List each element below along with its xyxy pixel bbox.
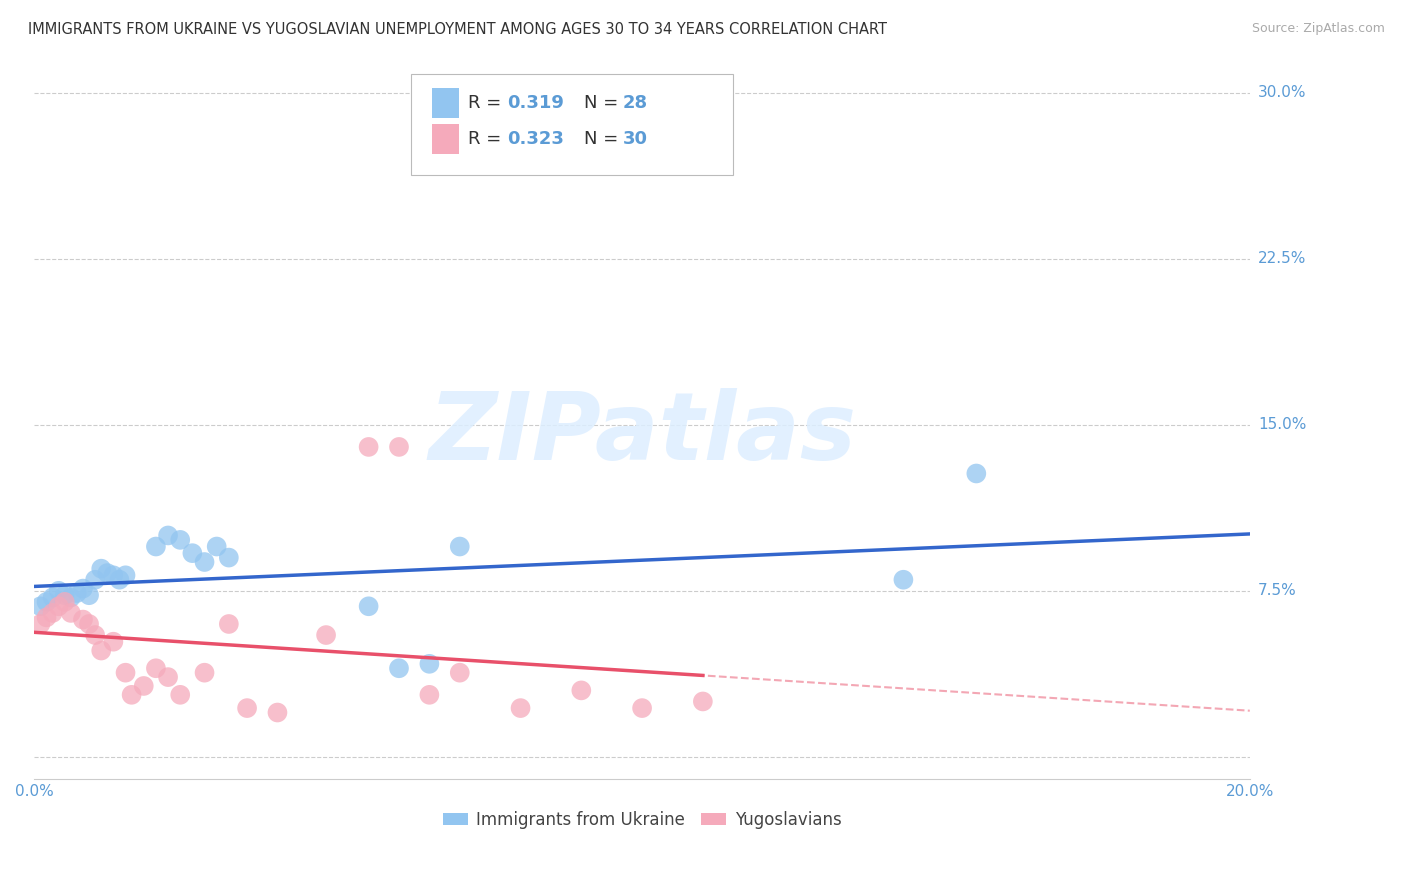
Text: N =: N = xyxy=(583,94,624,112)
Point xyxy=(108,573,131,587)
Point xyxy=(59,591,82,605)
Point xyxy=(181,546,204,560)
Point xyxy=(193,555,215,569)
Point xyxy=(48,599,70,614)
Point xyxy=(30,599,52,614)
Point xyxy=(77,588,100,602)
Point xyxy=(449,540,471,554)
Point xyxy=(145,661,167,675)
Point xyxy=(205,540,228,554)
Point xyxy=(41,591,63,605)
Text: ZIPatlas: ZIPatlas xyxy=(427,388,856,480)
Text: Source: ZipAtlas.com: Source: ZipAtlas.com xyxy=(1251,22,1385,36)
FancyBboxPatch shape xyxy=(411,74,734,175)
Text: 0.323: 0.323 xyxy=(508,129,564,148)
Point xyxy=(66,586,89,600)
Point xyxy=(357,599,380,614)
Text: 30.0%: 30.0% xyxy=(1258,86,1306,100)
Point xyxy=(266,706,288,720)
Point xyxy=(35,595,58,609)
Point xyxy=(218,550,240,565)
Point xyxy=(692,694,714,708)
Point xyxy=(145,540,167,554)
Legend: Immigrants from Ukraine, Yugoslavians: Immigrants from Ukraine, Yugoslavians xyxy=(436,804,848,835)
Text: 22.5%: 22.5% xyxy=(1258,252,1306,267)
Point xyxy=(418,657,440,671)
Point xyxy=(449,665,471,680)
Point xyxy=(35,610,58,624)
Text: 0.319: 0.319 xyxy=(508,94,564,112)
Point xyxy=(77,617,100,632)
Text: R =: R = xyxy=(468,94,508,112)
Point xyxy=(418,688,440,702)
Text: 7.5%: 7.5% xyxy=(1258,583,1296,599)
Point xyxy=(48,583,70,598)
Point xyxy=(893,573,915,587)
FancyBboxPatch shape xyxy=(432,124,458,153)
Point xyxy=(169,533,191,547)
Point xyxy=(157,670,180,684)
Point xyxy=(103,634,125,648)
Point xyxy=(103,568,125,582)
Point xyxy=(218,617,240,632)
Point xyxy=(53,595,76,609)
Point xyxy=(90,643,112,657)
Point xyxy=(357,440,380,454)
Point xyxy=(72,582,94,596)
Point xyxy=(965,467,987,481)
Point xyxy=(631,701,654,715)
Point xyxy=(315,628,337,642)
Text: 15.0%: 15.0% xyxy=(1258,417,1306,433)
Point xyxy=(30,617,52,632)
Point xyxy=(72,613,94,627)
Point xyxy=(509,701,531,715)
Point xyxy=(569,683,592,698)
Point xyxy=(236,701,259,715)
Point xyxy=(114,568,136,582)
Point xyxy=(388,661,411,675)
Point xyxy=(193,665,215,680)
Point xyxy=(84,628,107,642)
Text: R =: R = xyxy=(468,129,508,148)
Text: 28: 28 xyxy=(623,94,648,112)
Point xyxy=(53,588,76,602)
Point xyxy=(132,679,155,693)
Point xyxy=(114,665,136,680)
Point xyxy=(388,440,411,454)
Point xyxy=(157,528,180,542)
FancyBboxPatch shape xyxy=(432,87,458,118)
Text: 30: 30 xyxy=(623,129,648,148)
Point xyxy=(121,688,143,702)
Point xyxy=(41,606,63,620)
Point xyxy=(90,562,112,576)
Point xyxy=(96,566,118,580)
Point xyxy=(59,606,82,620)
Text: IMMIGRANTS FROM UKRAINE VS YUGOSLAVIAN UNEMPLOYMENT AMONG AGES 30 TO 34 YEARS CO: IMMIGRANTS FROM UKRAINE VS YUGOSLAVIAN U… xyxy=(28,22,887,37)
Point xyxy=(169,688,191,702)
Text: N =: N = xyxy=(583,129,624,148)
Point xyxy=(84,573,107,587)
